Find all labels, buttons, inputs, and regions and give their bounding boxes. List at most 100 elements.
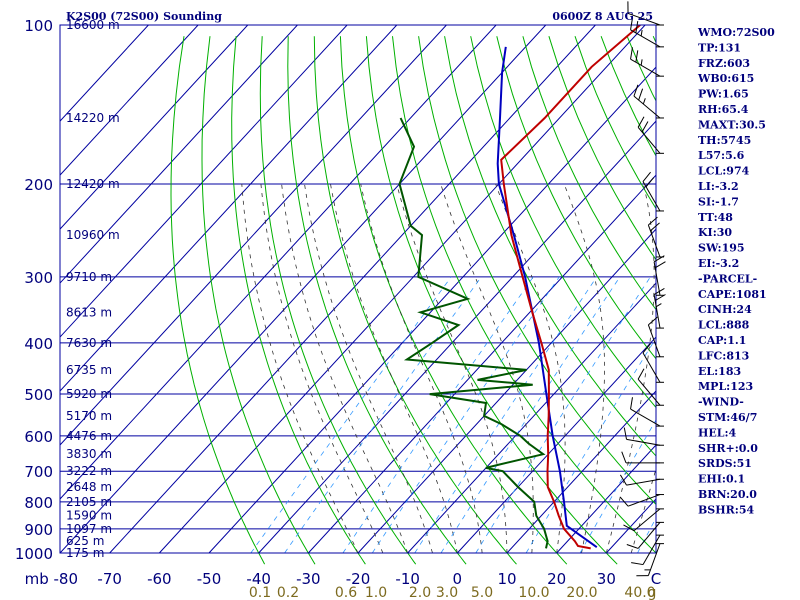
wind-barb-staff [626,478,661,486]
mixing-ratio-label: g [648,585,657,600]
index-value: EI:-3.2 [698,257,739,270]
temperature-tick-label: -30 [296,570,321,588]
wind-barb-flag [626,544,639,549]
height-label: 6735 m [66,363,112,377]
pressure-tick-label: 1000 [15,545,53,563]
wind-barb-flag [637,368,645,380]
height-label: 16600 m [66,18,120,32]
mixing-ratio-label: 40.0 [624,585,655,600]
temperature-tick-label: -20 [346,570,371,588]
dry-adiabat-line [231,36,366,565]
dry-adiabat-line [418,36,656,506]
mixing-ratio-line [342,276,534,554]
height-label: 175 m [66,546,104,560]
pressure-tick-label: 900 [24,521,53,539]
index-value: EL:183 [698,365,741,378]
temperature-tick-label: 0 [453,570,463,588]
wind-barb-flag [623,427,628,440]
temperature-tick-label: 10 [497,570,516,588]
wind-barb-flag [635,50,639,63]
wind-barb-flag [654,261,666,269]
isotherm-line [60,25,149,122]
moist-adiabat-line [605,183,655,554]
index-value: WMO:72S00 [697,26,775,39]
isotherm-line [60,25,249,230]
dry-adiabat-line [444,36,656,457]
wind-barb-flag [650,222,660,232]
temperature-tick-label: mb -80 [25,570,78,588]
height-label: 625 m [66,534,104,548]
mixing-ratio-label: 20.0 [566,585,597,600]
mixing-ratio-line [250,276,452,554]
isotherm-line [357,228,656,554]
dry-adiabat-line [496,36,656,360]
wind-barb-flag [655,303,662,308]
wind-barb-staff [630,408,661,427]
wind-barb-flag [641,121,649,133]
height-label: 5920 m [66,387,112,401]
moist-adiabat-line [440,183,534,554]
wind-barb-staff [633,508,661,532]
moist-adiabat-line [260,183,384,554]
wind-barb-staff [637,378,661,406]
index-value: BSHR:54 [698,503,754,516]
wind-barb-staff [627,12,661,26]
isotherm-line [60,25,199,176]
index-value: TT:48 [698,211,733,224]
temperature-tick-label: 20 [547,570,566,588]
plot-border [59,24,657,554]
index-value: KI:30 [698,226,732,239]
valid-time: 0600Z 8 AUG 25 [552,10,653,23]
index-value: SW:195 [698,242,745,255]
mixing-ratio-label: 5.0 [471,585,493,600]
wind-barb-flag [648,216,658,226]
pressure-tick-label: 400 [24,335,53,353]
wind-barb-staff [626,438,661,446]
index-value: SHR+:0.0 [698,442,758,455]
index-value: HEL:4 [698,426,737,439]
pressure-tick-label: 600 [24,428,53,446]
wind-barb-flag [642,343,651,354]
mixing-ratio-label: 0.2 [277,585,299,600]
temperature-tick-label: C [651,570,661,588]
mixing-ratio-label: 3.0 [436,585,458,600]
isotherm-line [60,25,547,554]
wind-barb-flag [640,59,643,66]
wind-barb-flag [630,17,633,30]
index-value: L57:5.6 [698,149,745,162]
dry-adiabat-line [339,36,568,565]
temperature-tick-label: 30 [597,570,616,588]
dry-adiabat-line [170,36,266,565]
dry-adiabat-line [392,36,656,554]
height-label: 3222 m [66,464,112,478]
wind-barb-staff [642,352,661,383]
isotherm-line [506,390,656,554]
isotherm-line [208,66,656,554]
moist-adiabat-line [563,183,605,554]
wind-barb-flag [630,397,633,410]
station-title: K2S00 (72S00) Sounding [66,10,222,23]
dewpoint-line [398,117,549,549]
height-label: 8613 m [66,305,112,319]
height-label: 1590 m [66,509,112,523]
isotherm-line [556,444,656,554]
index-value: SRDS:51 [698,457,752,470]
isotherm-line [60,25,348,338]
index-value: BRN:20.0 [698,488,757,501]
wind-barb-flag [637,116,645,128]
index-value: SI:-1.7 [698,195,739,208]
index-value: TH:5745 [698,134,751,147]
height-label: 9710 m [66,270,112,284]
index-value: STM:46/7 [698,411,757,424]
wind-barb-flag [642,98,646,105]
mixing-ratio-line [637,517,656,554]
wind-barb-flag [645,177,655,188]
index-value: TP:131 [698,41,741,54]
wind-barb-flag [631,562,644,566]
height-label: 5170 m [66,409,112,423]
index-value: -PARCEL- [698,272,757,285]
pressure-tick-label: 500 [24,386,53,404]
mixing-ratio-line [440,276,621,554]
